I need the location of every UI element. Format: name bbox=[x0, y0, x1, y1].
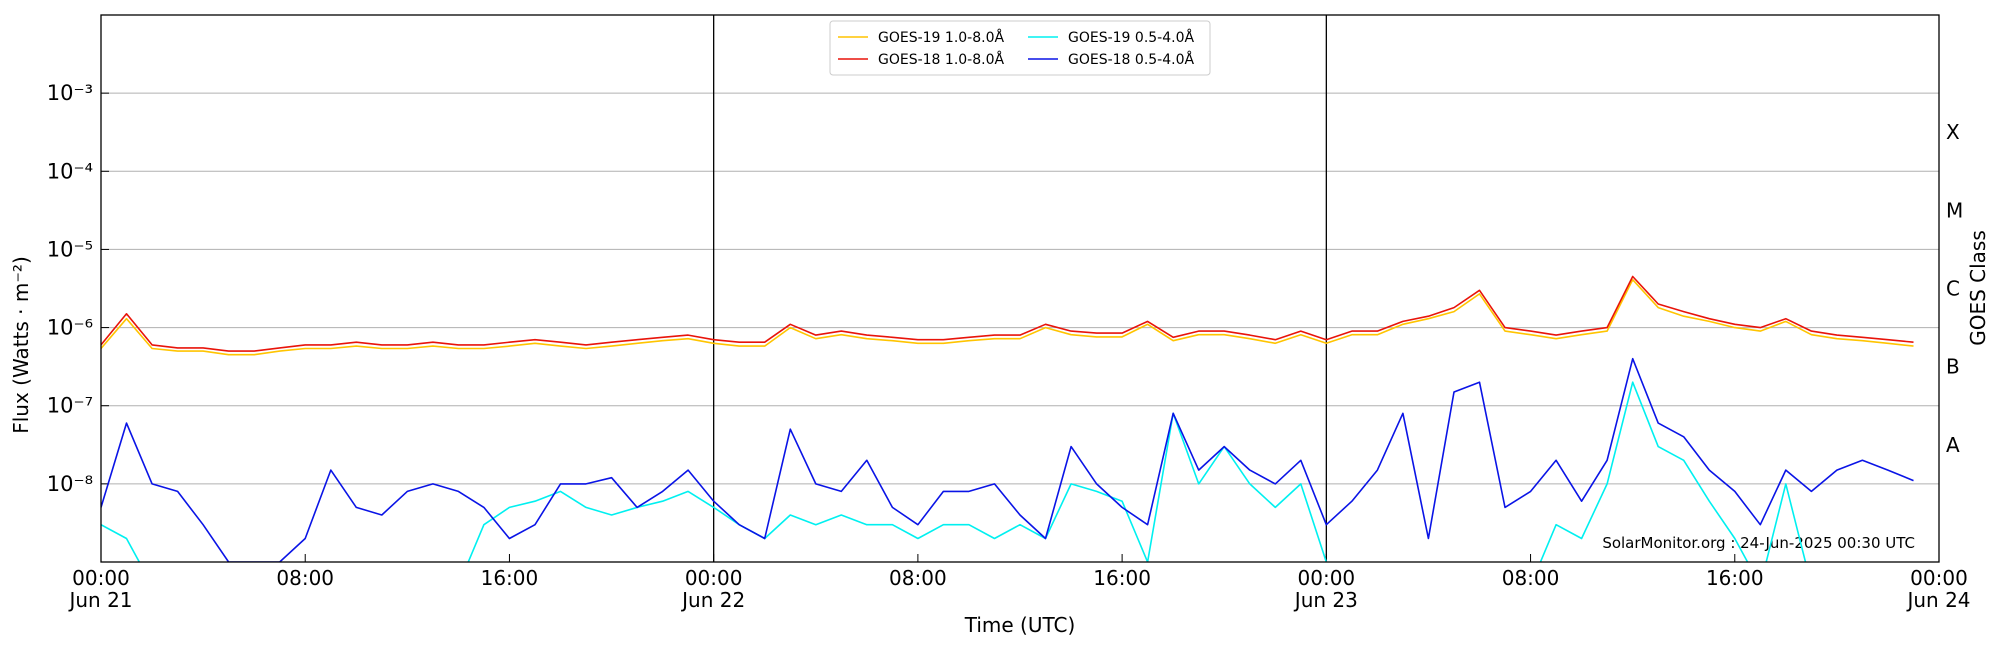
y-tick-label: 10⁻⁷ bbox=[47, 394, 93, 418]
annotation: SolarMonitor.org : 24-Jun-2025 00:30 UTC bbox=[1602, 534, 1915, 552]
plot-lines bbox=[101, 275, 1914, 562]
x-tick-label: 00:00 Jun 22 bbox=[682, 566, 746, 612]
y-tick-label: 10⁻⁴ bbox=[47, 159, 93, 183]
x-tick-label: 16:00 bbox=[480, 566, 539, 590]
legend-label: GOES-18 0.5-4.0Å bbox=[1068, 51, 1194, 68]
legend-box bbox=[829, 20, 1211, 76]
series-line bbox=[101, 357, 1914, 562]
series-line bbox=[101, 275, 1914, 352]
x-tick-label: 08:00 bbox=[889, 566, 947, 590]
y-tick-label: 10⁻³ bbox=[47, 81, 93, 105]
legend-label: GOES-19 1.0-8.0Å bbox=[878, 29, 1004, 46]
y-axis-label: Flux (Watts · m⁻²) bbox=[9, 256, 33, 434]
plot-frame bbox=[100, 14, 1940, 563]
y2-axis-label: GOES Class bbox=[1966, 230, 1990, 346]
x-axis-label: Time (UTC) bbox=[964, 613, 1076, 637]
y2-tick-label: M bbox=[1946, 198, 1963, 222]
x-tick-label: 00:00 Jun 23 bbox=[1294, 566, 1358, 612]
y2-tick-label: A bbox=[1946, 433, 1960, 457]
y2-tick-label: C bbox=[1946, 277, 1960, 301]
x-tick-label: 08:00 bbox=[276, 566, 335, 590]
series-line bbox=[101, 381, 1807, 562]
x-tick-label: 16:00 bbox=[1705, 566, 1764, 590]
x-tick-label: 00:00 Jun 21 bbox=[69, 566, 133, 612]
legend-label: GOES-18 1.0-8.0Å bbox=[878, 51, 1004, 68]
x-tick-label: 08:00 bbox=[1501, 566, 1560, 590]
y2-tick-label: B bbox=[1946, 355, 1960, 379]
x-tick-label: 16:00 bbox=[1093, 566, 1151, 590]
y-tick-label: 10⁻⁵ bbox=[47, 237, 93, 261]
legend-label: GOES-19 0.5-4.0Å bbox=[1068, 29, 1194, 46]
series-line bbox=[101, 278, 1914, 356]
x-tick-label: 00:00 Jun 24 bbox=[1907, 566, 1971, 612]
y2-tick-label: X bbox=[1946, 120, 1960, 144]
y-tick-label: 10⁻⁶ bbox=[47, 316, 93, 340]
y-tick-label: 10⁻⁸ bbox=[47, 472, 93, 496]
